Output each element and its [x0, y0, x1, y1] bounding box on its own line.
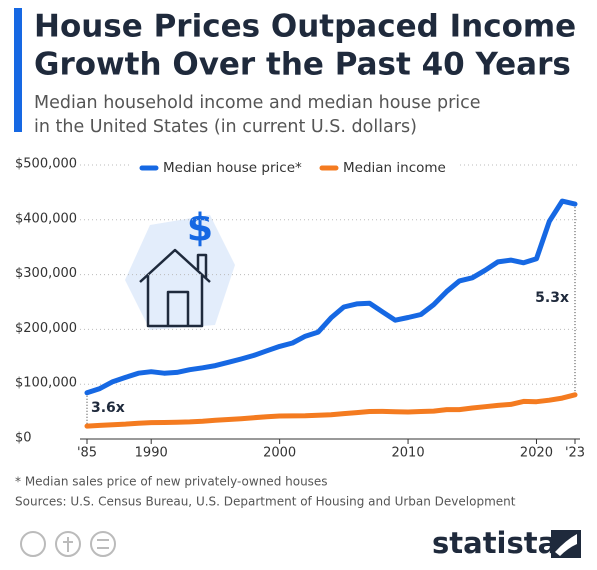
x-tick-label: '23: [565, 446, 585, 461]
brand: statista: [432, 526, 557, 560]
y-tick-label: $200,000: [15, 321, 77, 336]
chart-title: House Prices Outpaced Income: [34, 9, 576, 45]
title-bar: [14, 8, 22, 132]
x-tick-label: 2010: [392, 446, 425, 461]
legend-label: Median house price*: [163, 160, 302, 176]
y-tick-label: $500,000: [15, 157, 77, 172]
subtitle: in the United States (in current U.S. do…: [34, 117, 417, 137]
y-tick-label: $300,000: [15, 266, 77, 281]
legend-box: [130, 154, 460, 182]
svg-text:$: $: [187, 206, 213, 250]
y-tick-label: $100,000: [15, 376, 77, 391]
x-tick-label: 2000: [263, 446, 296, 461]
x-tick-label: 2020: [520, 446, 553, 461]
brand-logo: [551, 530, 581, 558]
y-tick-label: $0: [15, 431, 32, 446]
license-icons: [20, 531, 116, 557]
annotation: 5.3x: [535, 290, 569, 306]
footnote: * Median sales price of new privately-ow…: [15, 475, 328, 489]
subtitle: Median household income and median house…: [34, 93, 481, 113]
x-tick-label: '85: [77, 446, 97, 461]
x-tick-label: 1990: [135, 446, 168, 461]
y-tick-label: $400,000: [15, 211, 77, 226]
source: Sources: U.S. Census Bureau, U.S. Depart…: [15, 495, 516, 509]
series-line: [84, 198, 578, 396]
annotation: 3.6x: [91, 400, 125, 416]
chart-title: Growth Over the Past 40 Years: [34, 47, 571, 83]
legend-label: Median income: [343, 160, 446, 176]
series-line: [84, 392, 578, 429]
house-icon: $: [125, 206, 235, 330]
